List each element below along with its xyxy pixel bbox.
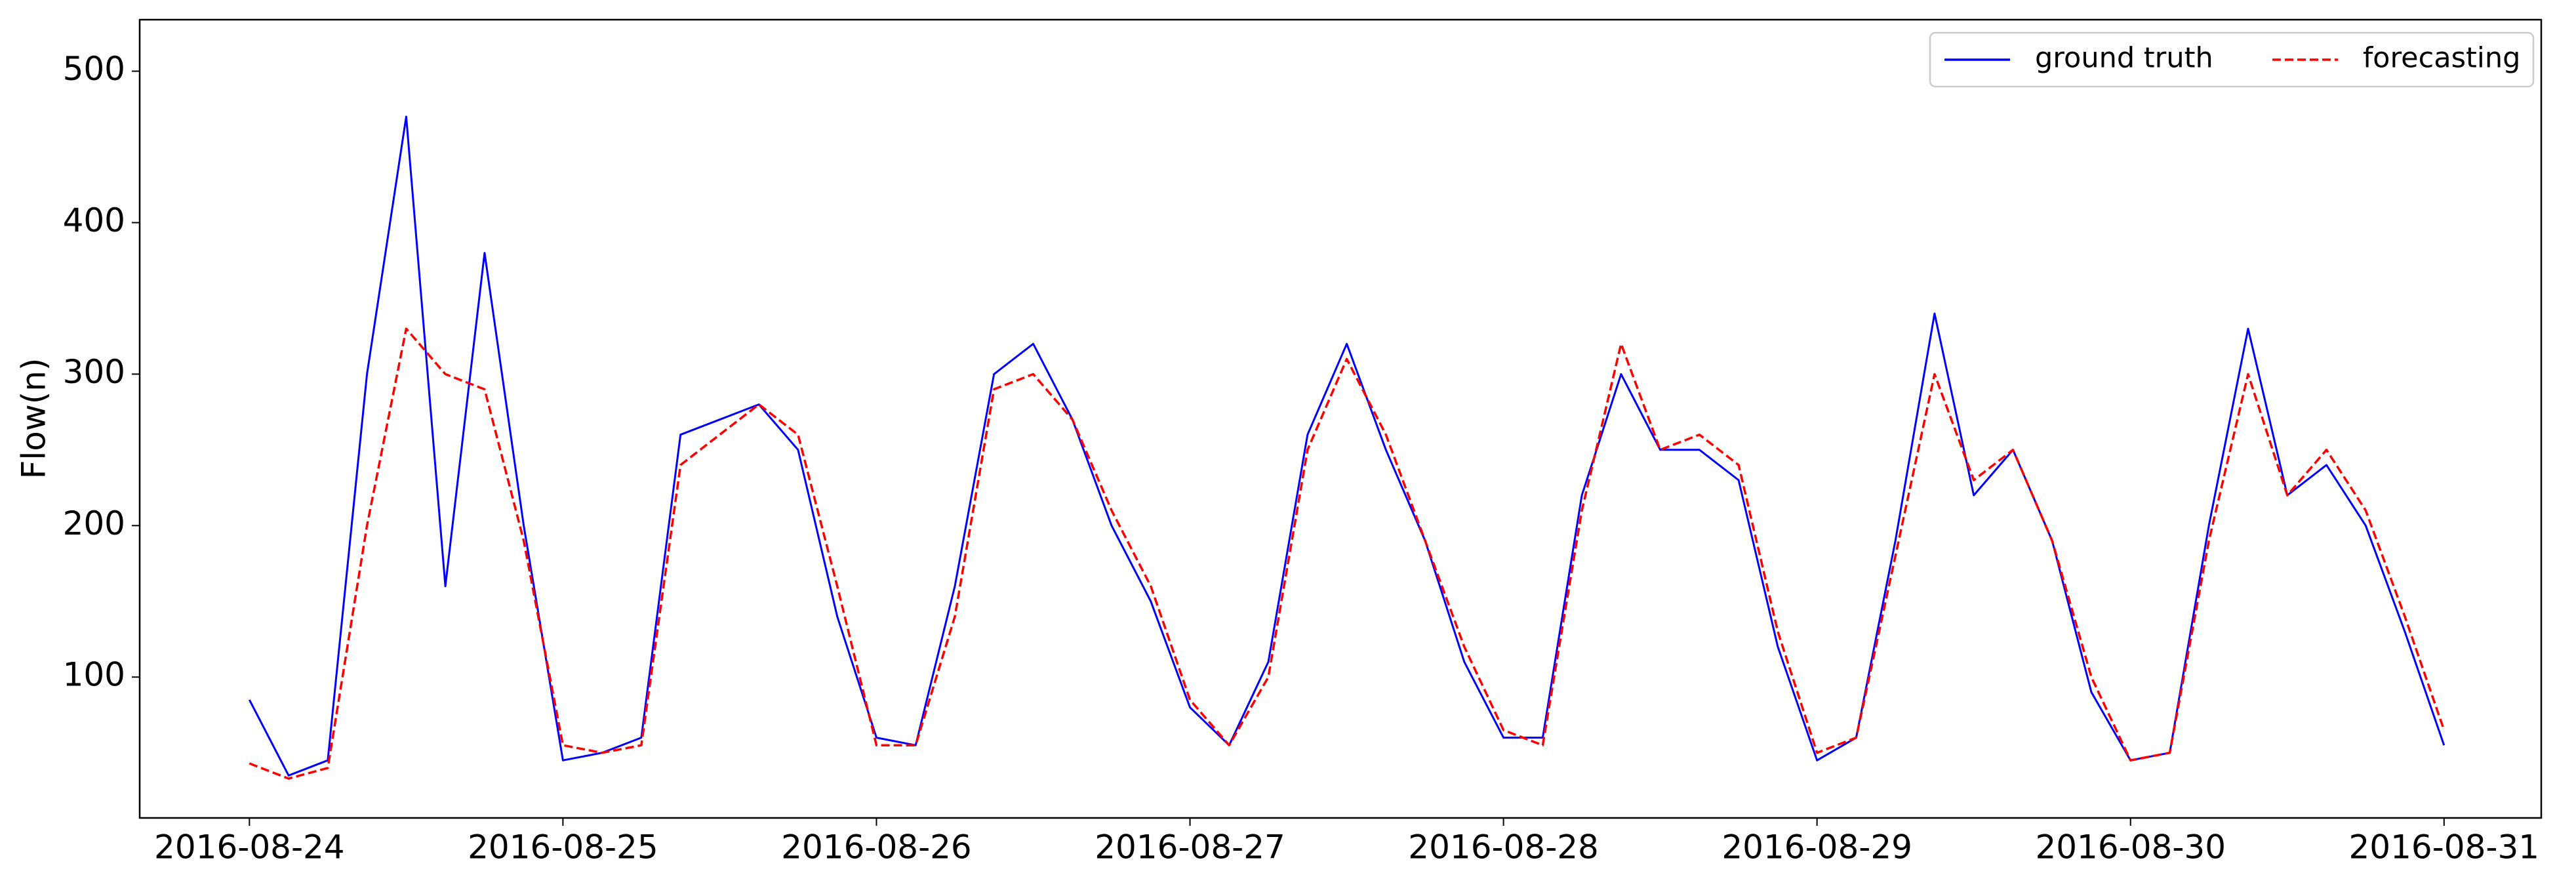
- y-tick-label: 400: [63, 201, 125, 239]
- legend-box: [1929, 31, 2535, 88]
- y-tick-label: 100: [63, 656, 125, 694]
- legend-label: ground truth: [2035, 42, 2213, 75]
- legend: ground truth forecasting: [1929, 31, 2535, 88]
- x-tick-label: 2016-08-31: [2349, 828, 2540, 866]
- y-tick-label: 500: [63, 50, 125, 88]
- plot-frame: [138, 18, 2543, 819]
- x-tick-label: 2016-08-28: [1408, 828, 1599, 866]
- x-tick-label: 2016-08-24: [154, 828, 345, 866]
- y-tick-label: 200: [63, 504, 125, 542]
- x-tick-label: 2016-08-30: [2035, 828, 2226, 866]
- series-line: [249, 327, 2445, 780]
- x-tick-label: 2016-08-27: [1095, 828, 1285, 866]
- legend-label: forecasting: [2363, 42, 2520, 75]
- x-tick-label: 2016-08-25: [468, 828, 658, 866]
- series-line: [248, 115, 2445, 777]
- y-axis-label: Flow(n): [15, 358, 53, 479]
- x-tick-label: 2016-08-29: [1721, 828, 1912, 866]
- x-tick-label: 2016-08-26: [781, 828, 972, 866]
- y-tick-label: 300: [63, 353, 125, 391]
